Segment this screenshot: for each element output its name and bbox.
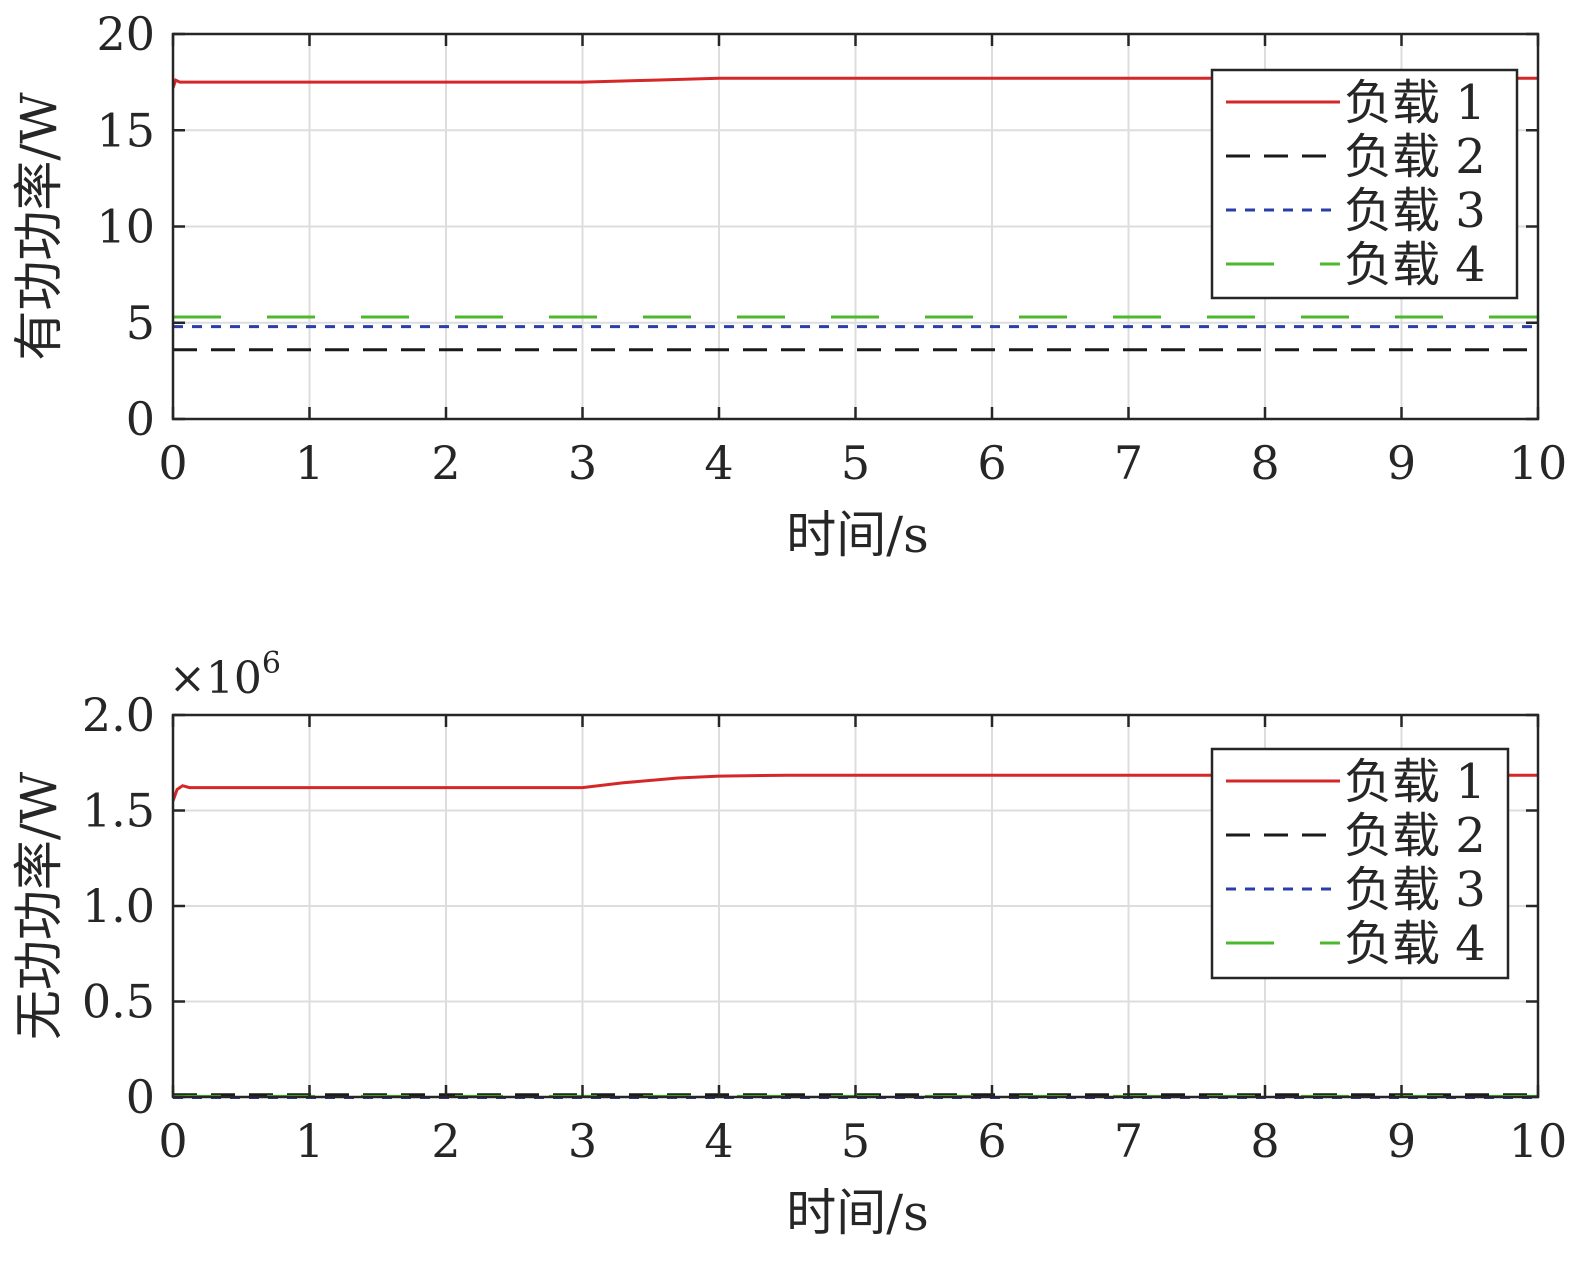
legend-label-3: 负载 3 [1344,183,1486,239]
x-tick-label: 1 [295,1114,324,1168]
x-axis-label: 时间/s [786,506,929,564]
legend-label-1: 负载 1 [1344,75,1486,131]
x-tick-label: 3 [568,436,597,490]
series-group [173,76,1538,352]
y-tick-label: 1.0 [82,879,155,933]
x-tick-label: 6 [977,1114,1006,1168]
x-tick-label: 3 [568,1114,597,1168]
x-tick-label: 9 [1387,436,1416,490]
legend-label-2: 负载 2 [1344,808,1486,864]
y-tick-label: 20 [96,7,155,61]
x-tick-label: 8 [1250,436,1279,490]
x-tick-label: 4 [704,436,733,490]
chart-panel-2: 0 1 2 3 4 5 6 7 8 9 10 0 0.5 1.0 1.5 2.0 ×106 时间/s 无功功率/W 负… [10,646,1567,1242]
x-tick-label: 5 [841,436,870,490]
y-tick-label: 0 [126,392,155,446]
x-tick-label: 7 [1114,1114,1143,1168]
x-tick-label: 0 [158,436,187,490]
series-line-1 [173,76,1538,89]
y-tick-label: 10 [96,200,155,254]
y-tick-label: 5 [126,296,155,350]
y-exponent-label: ×106 [169,646,281,704]
series-line-1 [173,773,1538,802]
legend-label-1: 负载 1 [1344,754,1486,810]
x-tick-label: 9 [1387,1114,1416,1168]
legend-label-4: 负载 4 [1344,237,1486,293]
x-tick-label: 1 [295,436,324,490]
x-tick-label: 2 [431,1114,460,1168]
legend-label-2: 负载 2 [1344,129,1486,185]
y-axis-label: 有功功率/W [10,92,68,361]
x-tick-label: 0 [158,1114,187,1168]
y-tick-label: 0 [126,1070,155,1124]
legend: 负载 1负载 2负载 3负载 4 [1210,68,1519,300]
y-tick-label: 15 [96,103,155,157]
x-axis-label: 时间/s [786,1184,929,1242]
y-tick-label: 2.0 [82,688,155,742]
x-tick-label: 6 [977,436,1006,490]
x-tick-label: 10 [1509,1114,1568,1168]
x-tick-label: 10 [1509,436,1568,490]
y-tick-label: 1.5 [82,784,155,838]
legend-label-3: 负载 3 [1344,862,1486,918]
y-axis-label: 无功功率/W [10,771,68,1040]
legend: 负载 1负载 2负载 3负载 4 [1210,747,1510,980]
x-tick-label: 4 [704,1114,733,1168]
legend-label-4: 负载 4 [1344,916,1486,972]
x-tick-label: 2 [431,436,460,490]
y-exponent-power: 6 [262,646,281,681]
y-tick-label: 0.5 [82,975,155,1029]
x-tick-label: 8 [1250,1114,1279,1168]
legend-box [1210,68,1519,300]
x-tick-label: 5 [841,1114,870,1168]
x-tick-label: 7 [1114,436,1143,490]
legend-box [1210,747,1510,980]
